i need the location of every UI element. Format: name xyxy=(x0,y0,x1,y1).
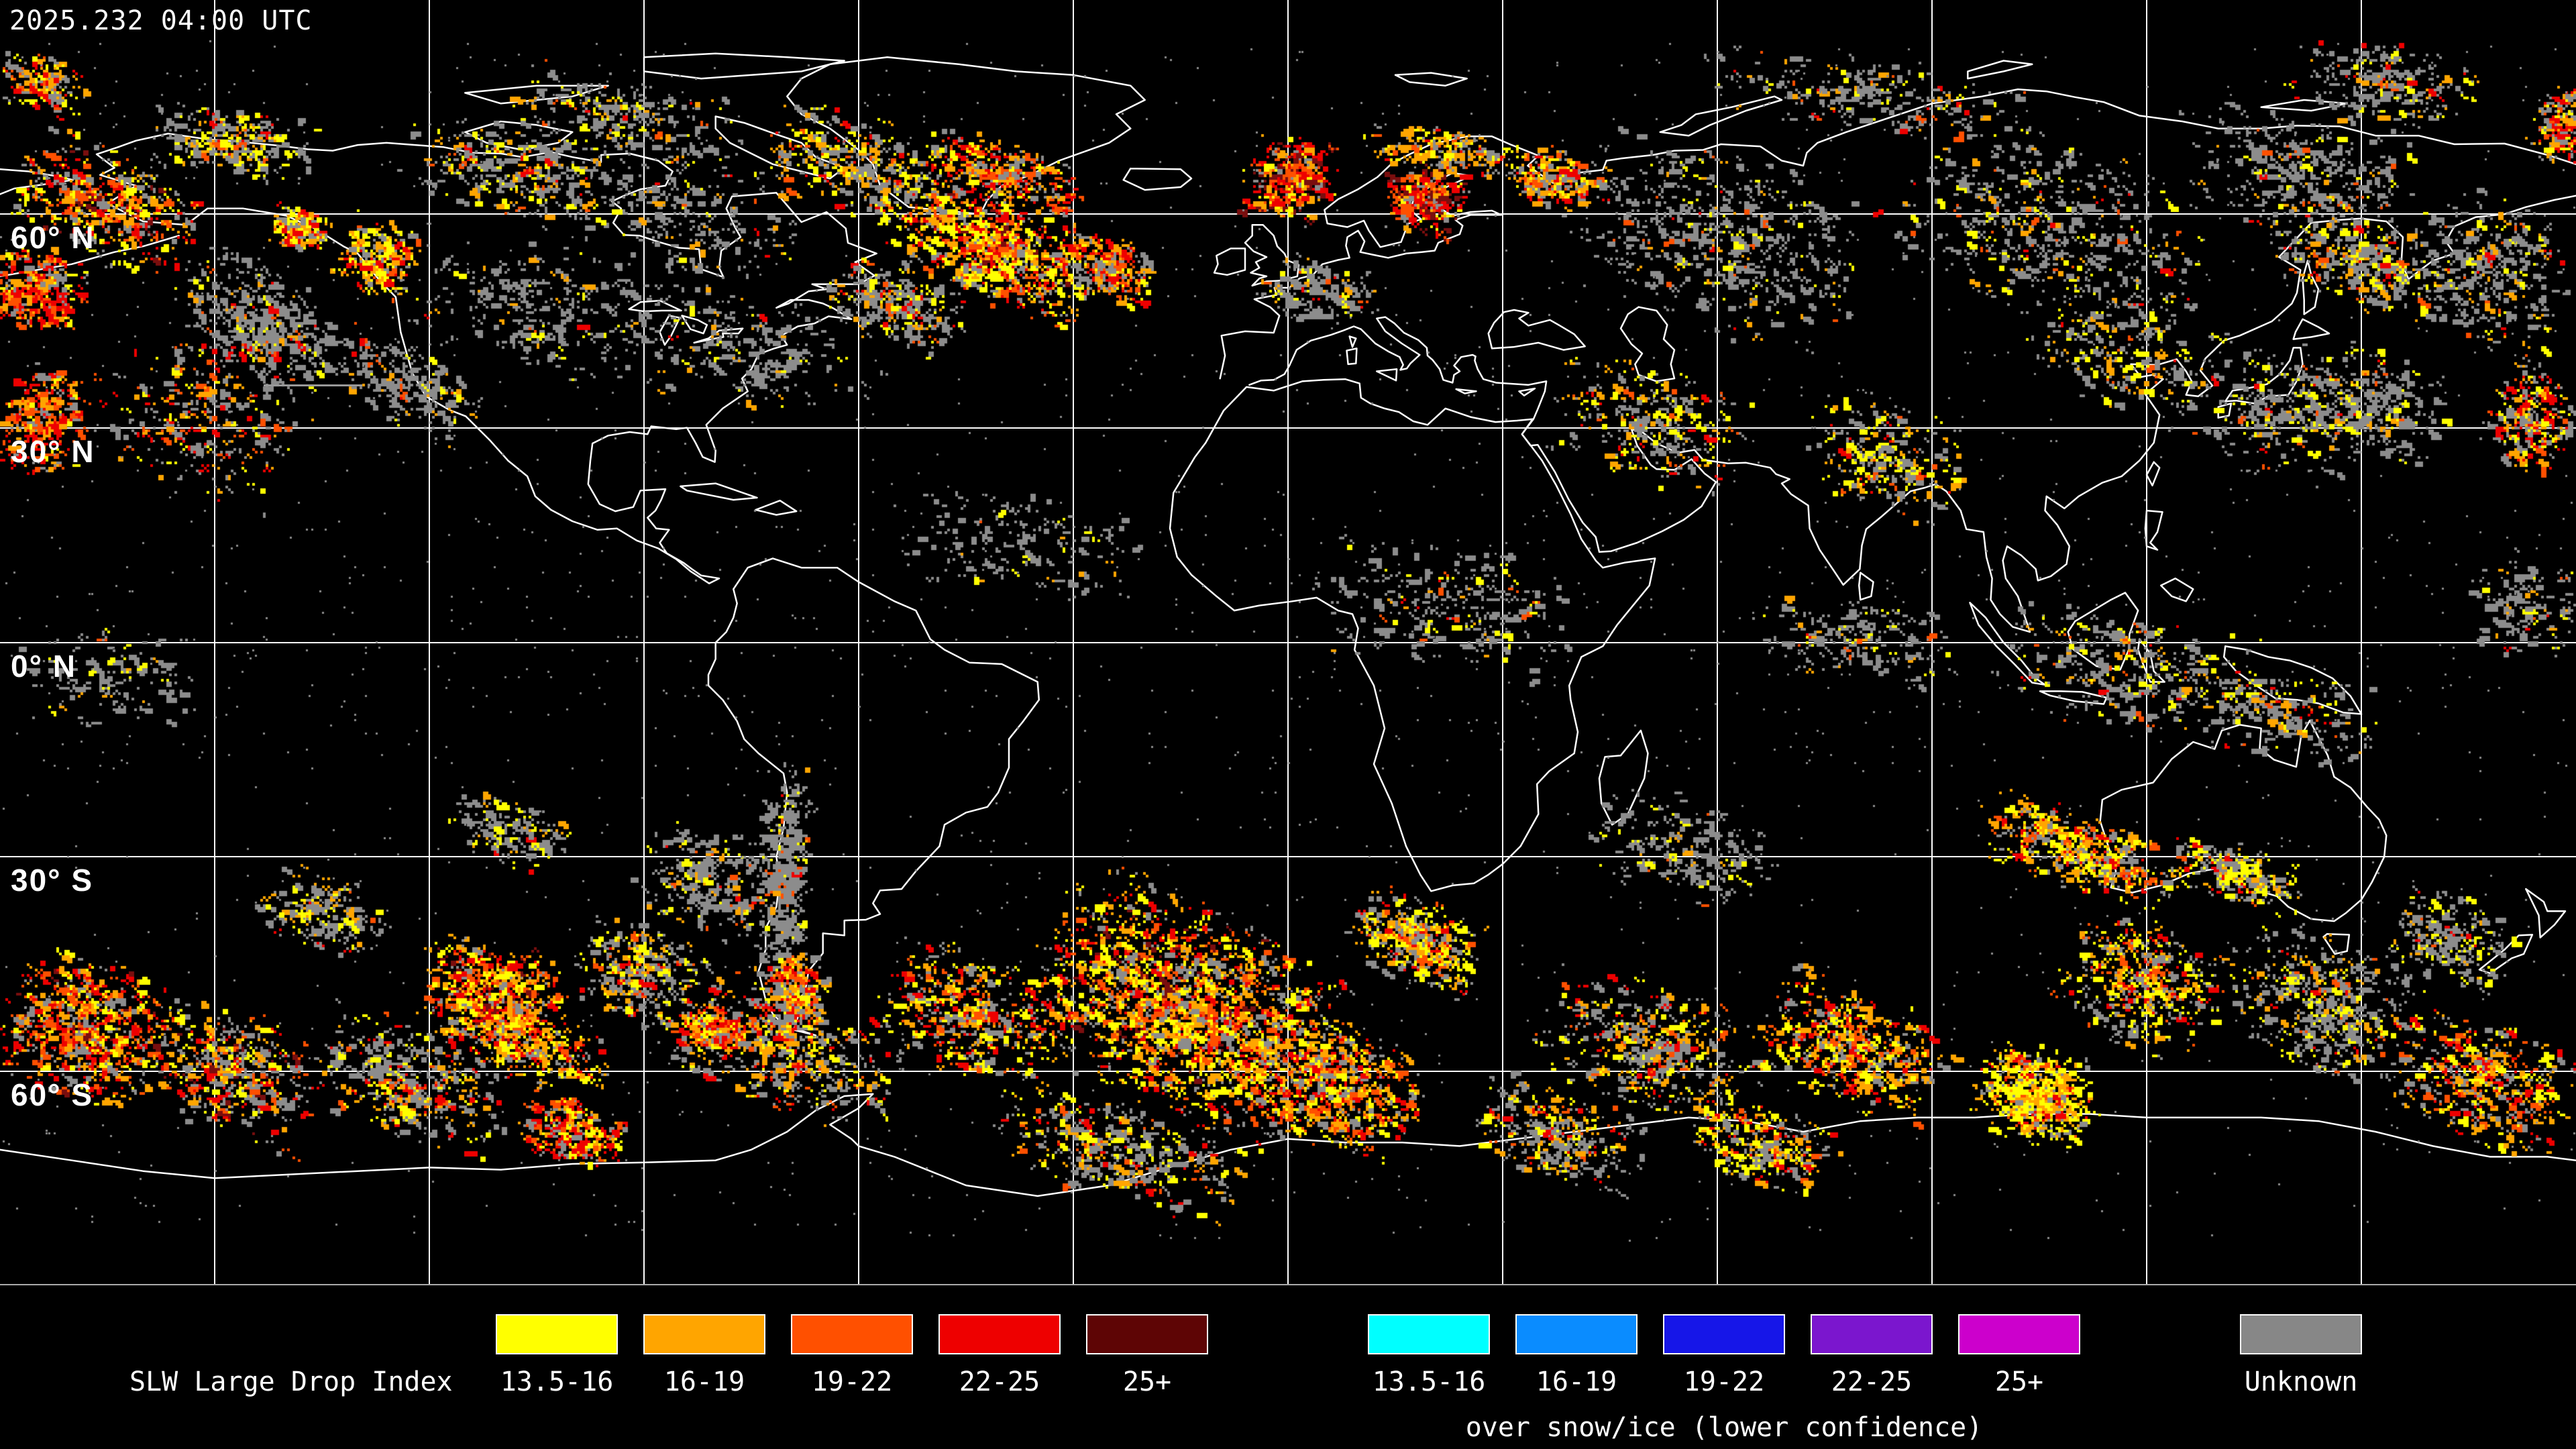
legend-label-snow-ice-16-19: 16-19 xyxy=(1536,1366,1617,1397)
legend-label-snow-ice-22-25: 22-25 xyxy=(1831,1366,1913,1397)
legend-swatch-standard-13.5-16 xyxy=(496,1314,618,1354)
legend-label-snow-ice-13.5-16: 13.5-16 xyxy=(1372,1366,1486,1397)
legend-label-unknown-Unknown: Unknown xyxy=(2244,1366,2358,1397)
legend-label-snow-ice-25+: 25+ xyxy=(1994,1366,2044,1397)
latitude-label: 30° N xyxy=(11,434,95,469)
gray-scan-line xyxy=(264,384,362,386)
legend: SLW Large Drop Index over snow/ice (lowe… xyxy=(0,1285,2576,1449)
legend-swatch-standard-22-25 xyxy=(938,1314,1061,1354)
legend-snow-ice-caption: over snow/ice (lower confidence) xyxy=(1465,1412,1983,1443)
legend-swatch-snow-ice-22-25 xyxy=(1811,1314,1933,1354)
timestamp: 2025.232 04:00 UTC xyxy=(9,5,313,36)
legend-swatch-snow-ice-25+ xyxy=(1958,1314,2080,1354)
latitude-label: 60° S xyxy=(11,1077,94,1112)
world-map: 60° N 30° N 0° N 30° S 60° S xyxy=(0,0,2576,1285)
slw-data-layer xyxy=(0,0,2576,1285)
latitude-label: 60° N xyxy=(11,220,95,255)
legend-label-standard-19-22: 19-22 xyxy=(811,1366,893,1397)
legend-swatch-unknown-Unknown xyxy=(2240,1314,2362,1354)
legend-title: SLW Large Drop Index xyxy=(129,1366,453,1397)
legend-label-standard-25+: 25+ xyxy=(1122,1366,1172,1397)
legend-label-snow-ice-19-22: 19-22 xyxy=(1683,1366,1765,1397)
legend-swatch-snow-ice-19-22 xyxy=(1663,1314,1785,1354)
legend-swatch-snow-ice-16-19 xyxy=(1515,1314,1638,1354)
legend-swatch-standard-19-22 xyxy=(791,1314,913,1354)
legend-swatch-snow-ice-13.5-16 xyxy=(1368,1314,1490,1354)
legend-label-standard-22-25: 22-25 xyxy=(959,1366,1040,1397)
legend-label-standard-16-19: 16-19 xyxy=(663,1366,745,1397)
legend-swatch-standard-25+ xyxy=(1086,1314,1208,1354)
latitude-label: 0° N xyxy=(11,649,76,684)
latitude-label: 30° S xyxy=(11,863,94,898)
map-bottom-rule xyxy=(0,1284,2576,1285)
legend-label-standard-13.5-16: 13.5-16 xyxy=(500,1366,614,1397)
legend-swatch-standard-16-19 xyxy=(643,1314,765,1354)
